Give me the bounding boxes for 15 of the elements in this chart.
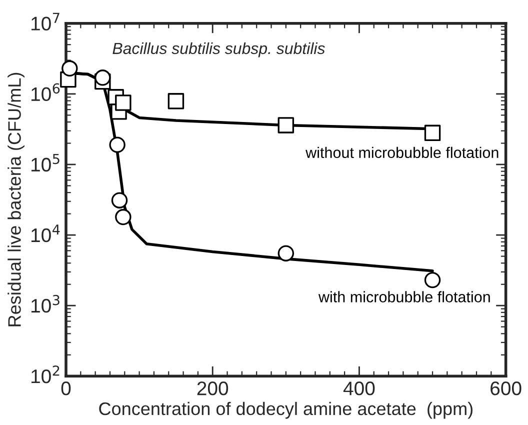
- y-axis-title: Residual live bacteria (CFU/mL): [8, 72, 24, 326]
- y-tick-label: 10$^{4}$: [32, 224, 60, 242]
- annotation: Bacillus subtilis subsp. subtilis: [112, 42, 325, 58]
- x-tick-label: 200: [197, 382, 228, 396]
- y-tick-label: 10$^{7}$: [32, 12, 60, 30]
- x-tick-label: 600: [490, 382, 522, 396]
- y-tick-label: 10$^{2}$: [32, 365, 60, 384]
- x-axis-title: Concentration of dodecyl amine acetate (ppm): [99, 402, 472, 419]
- series-label: with microbubble flotation: [318, 291, 490, 302]
- y-tick-label: 10$^{3}$: [32, 294, 60, 313]
- y-tick-label: 10$^{5}$: [32, 154, 60, 172]
- x-tick-label: 400: [343, 382, 375, 396]
- x-tick-label: 0: [61, 382, 71, 396]
- series-label: without microbubble flotation: [306, 146, 498, 158]
- y-tick-label: 10$^{6}$: [32, 83, 60, 102]
